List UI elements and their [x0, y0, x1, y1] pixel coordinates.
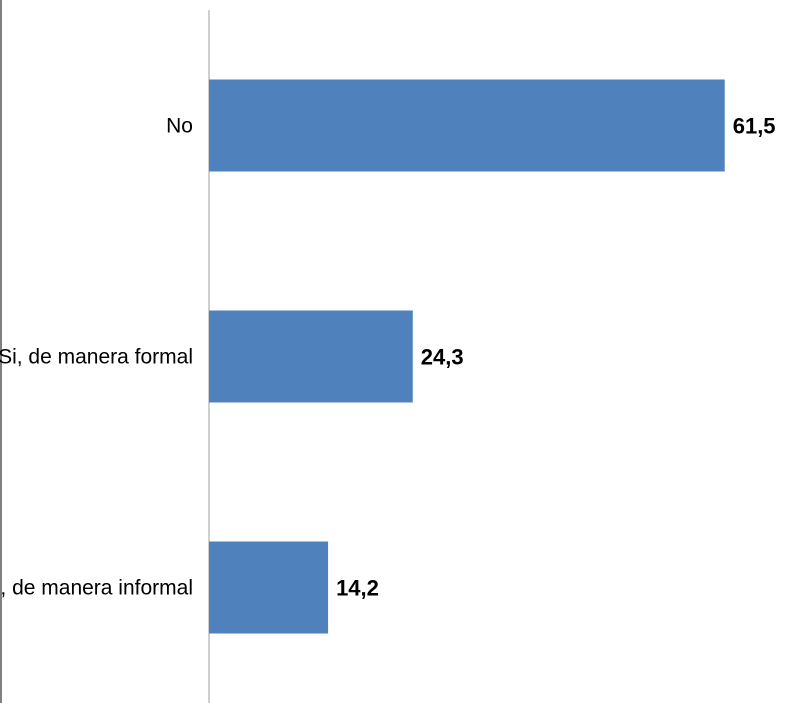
value-labels-group: 61,5 24,3 14,2 — [336, 114, 775, 601]
value-label-si-de-manera-formal: 24,3 — [421, 345, 464, 370]
bar-si-de-manera-informal — [209, 541, 329, 634]
value-label-no: 61,5 — [733, 114, 776, 139]
bar-si-de-manera-formal — [209, 310, 413, 403]
bar-no — [209, 79, 725, 172]
category-label-si-de-manera-formal: Si, de manera formal — [0, 346, 193, 369]
bars-group — [209, 79, 725, 634]
category-label-no: No — [166, 115, 193, 138]
value-label-si-de-manera-informal: 14,2 — [336, 576, 379, 601]
category-labels-group: No Si, de manera formal Si, de manera info… — [0, 115, 193, 600]
category-label-si-de-manera-informal: Si, de manera informal — [0, 577, 193, 600]
